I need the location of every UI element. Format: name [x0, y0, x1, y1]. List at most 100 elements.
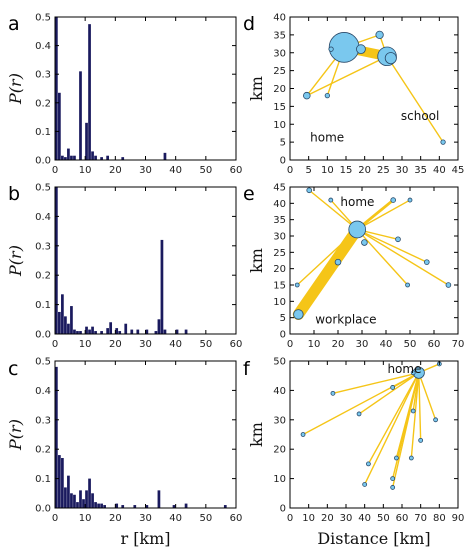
bar: [82, 499, 85, 508]
panel-a: a 0 10 20 30 40 50 60 0.0 0.1 0.2 0.3 0.4 0.5 P(r): [6, 13, 242, 177]
panel-letter: f: [243, 358, 251, 380]
edge-line: [410, 372, 420, 459]
location-node: [390, 485, 396, 490]
location-node: [328, 46, 334, 52]
location-node: [393, 455, 399, 461]
y-tick-label: 35: [273, 215, 286, 226]
y-tick-label: 0.3: [35, 241, 51, 252]
x-tick-label: 60: [230, 339, 243, 350]
y-tick-label: 25: [273, 66, 286, 77]
location-node: [407, 197, 413, 203]
location-node: [445, 282, 452, 288]
bar: [91, 326, 94, 334]
x-tick-label: 0: [287, 165, 293, 176]
y-axis-label: km: [247, 422, 266, 447]
x-tick-label: 50: [404, 339, 417, 350]
bar: [76, 331, 79, 334]
y-tick-label: 5: [280, 313, 286, 324]
bar: [94, 502, 97, 508]
bar: [115, 503, 119, 508]
location-node: [390, 385, 396, 390]
location-node: [433, 417, 439, 423]
y-tick-label: 20: [273, 264, 286, 275]
bar: [70, 493, 73, 508]
y-tick-label: 25: [273, 248, 286, 259]
panel-letter: c: [8, 358, 18, 380]
y-tick-label: 40: [273, 13, 286, 24]
edge-line: [391, 372, 420, 480]
x-tick-label: 45: [452, 165, 465, 176]
panel-letter: e: [243, 183, 255, 205]
bar: [64, 316, 67, 334]
bar: [94, 331, 97, 334]
x-tick-label: 50: [199, 513, 212, 524]
x-tick-label: 90: [452, 513, 465, 524]
location-node: [408, 455, 414, 461]
y-axis-label: km: [247, 76, 266, 101]
x-tick-label: 5: [305, 165, 311, 176]
axes-frame: [54, 360, 237, 509]
location-node: [365, 461, 371, 467]
edge-line: [297, 261, 339, 316]
location-node: [440, 139, 446, 145]
x-tick-label: 0: [52, 339, 58, 350]
location-node: [330, 390, 336, 396]
axes-frame: [54, 16, 237, 161]
x-tick-label: 15: [340, 165, 353, 176]
y-tick-label: 0.1: [35, 300, 51, 311]
location-node: [410, 408, 416, 414]
panel-d: d home school 0 5 10 15 20 25 30 35 40 45 0 5 10 15 20 25 3…: [243, 13, 464, 177]
location-node: [418, 437, 424, 443]
bar: [61, 458, 64, 508]
x-tick-label: 40: [380, 339, 393, 350]
location-node: [328, 197, 334, 203]
bar: [58, 311, 61, 334]
x-axis-label: Distance [km]: [317, 529, 430, 548]
x-tick-label: 20: [321, 513, 334, 524]
x-tick-label: 30: [139, 165, 152, 176]
panel-letter: b: [8, 183, 20, 205]
x-tick-label: 50: [377, 513, 390, 524]
y-tick-label: 20: [273, 445, 286, 456]
x-tick-label: 0: [287, 339, 293, 350]
axes-frame: [289, 186, 459, 335]
bar: [130, 329, 134, 334]
x-tick-label: 50: [199, 339, 212, 350]
x-tick-label: 50: [199, 165, 212, 176]
x-tick-label: 35: [414, 165, 427, 176]
annotation-workplace: workplace: [315, 313, 376, 327]
y-tick-label: 0.0: [35, 504, 51, 515]
edge-line: [356, 199, 411, 231]
y-tick-label: 0.1: [35, 127, 51, 138]
bar: [94, 155, 97, 160]
bar: [73, 329, 76, 334]
x-tick-label: 30: [340, 513, 353, 524]
location-node: [423, 259, 430, 265]
y-tick-label: 35: [273, 30, 286, 41]
location-node: [356, 411, 362, 417]
y-tick-label: 30: [273, 232, 286, 243]
bar: [88, 478, 91, 508]
bar: [115, 328, 119, 334]
y-tick-label: 0: [280, 504, 286, 515]
location-node: [390, 197, 397, 203]
y-tick-label: 0.3: [35, 415, 51, 426]
bar: [154, 331, 158, 334]
bar: [76, 502, 79, 508]
y-tick-label: 20: [273, 84, 286, 95]
location-node: [410, 370, 416, 376]
y-tick-label: 0.5: [35, 13, 51, 24]
bar: [160, 239, 164, 334]
annotation-home: home: [310, 130, 344, 144]
bar: [106, 328, 109, 334]
y-tick-label: 5: [280, 138, 286, 149]
x-tick-label: 20: [109, 165, 122, 176]
panel-c: c 0 10 20 30 40 50 60 0.0 0.1 0.2 0.3 0.4 0.5 P(r) r [k…: [6, 357, 242, 549]
bar: [79, 490, 82, 508]
location-node: [334, 258, 342, 266]
edge-line: [356, 228, 409, 286]
bar: [91, 151, 94, 160]
x-tick-label: 10: [308, 339, 321, 350]
edge-line: [418, 372, 422, 442]
y-axis-label: P(r): [6, 419, 25, 451]
